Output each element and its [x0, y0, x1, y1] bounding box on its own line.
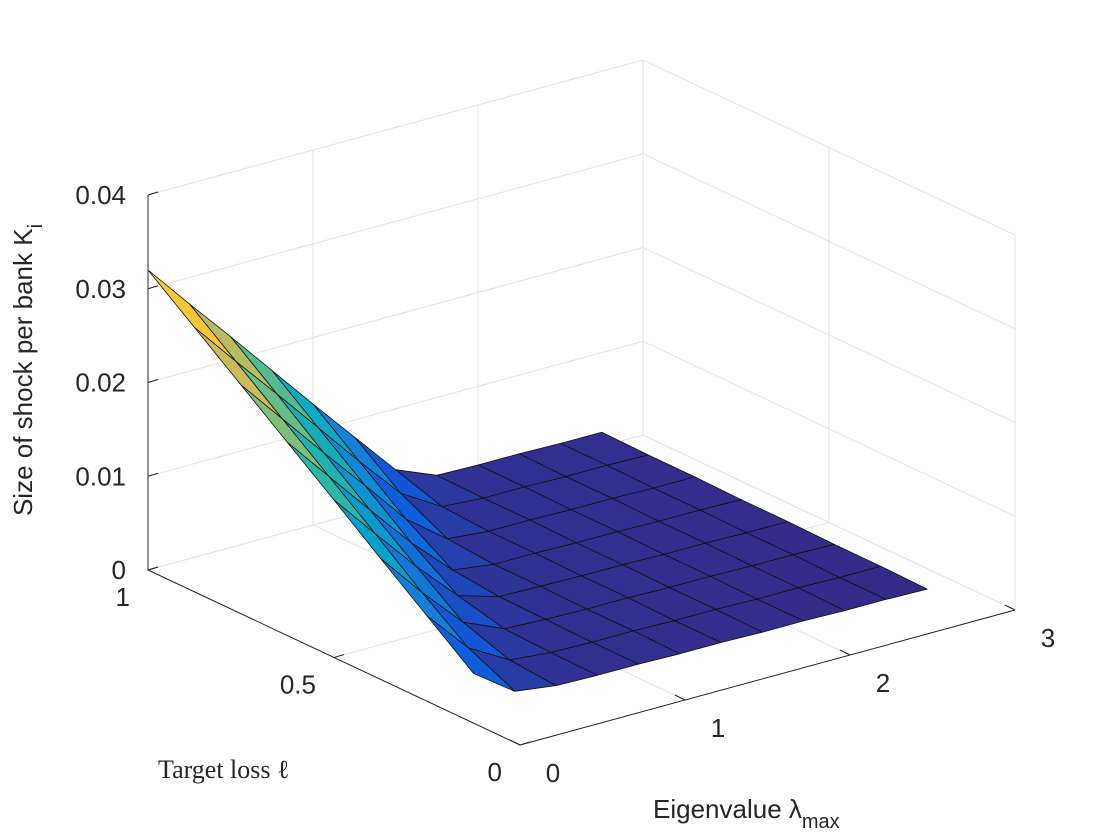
z-tick: [147, 285, 159, 290]
y-tick: [519, 741, 531, 746]
surface-facet: [147, 269, 237, 362]
y-tick-label: 0.5: [280, 670, 316, 700]
z-tick: [147, 379, 159, 383]
x-tick: [509, 739, 521, 746]
x-axis-label-text: Eigenvalue λ: [653, 794, 802, 824]
x-axis-line: [519, 609, 1016, 746]
x-tick-label: 0: [546, 758, 560, 788]
z-axis-label-sub: i: [25, 224, 47, 228]
z-tick-label: 0.04: [75, 180, 126, 210]
y-tick: [147, 566, 159, 571]
x-tick: [1004, 604, 1016, 611]
grid-line: [147, 153, 1016, 330]
y-tick: [333, 654, 345, 658]
x-axis-label: Eigenvalue λmax: [653, 794, 840, 833]
grid-line: [147, 434, 1016, 611]
y-tick-label: 1: [116, 582, 130, 612]
x-axis-label-sub: max: [802, 811, 840, 833]
x-tick-label: 1: [711, 713, 725, 743]
x-tick-label: 2: [876, 668, 890, 698]
z-tick: [147, 472, 159, 477]
x-tick-label: 3: [1041, 623, 1055, 653]
z-axis-label: Size of shock per bank Ki: [8, 224, 47, 516]
surface-facet: [188, 303, 278, 395]
z-axis-label-text: Size of shock per bank K: [8, 228, 38, 516]
y-tick-label: 0: [488, 757, 502, 787]
z-tick-label: 0.03: [75, 274, 126, 304]
y-axis-label: Target loss ℓ: [158, 755, 289, 784]
surface-facet: [426, 615, 516, 692]
z-tick: [147, 191, 159, 196]
x-tick: [674, 694, 686, 701]
z-tick-label: 0.01: [75, 461, 126, 491]
z-tick-label: 0.02: [75, 368, 126, 398]
grid-line: [147, 246, 1016, 423]
x-tick: [839, 649, 851, 656]
z-tick-label: 0: [112, 555, 126, 585]
grid-line: [147, 59, 1016, 236]
